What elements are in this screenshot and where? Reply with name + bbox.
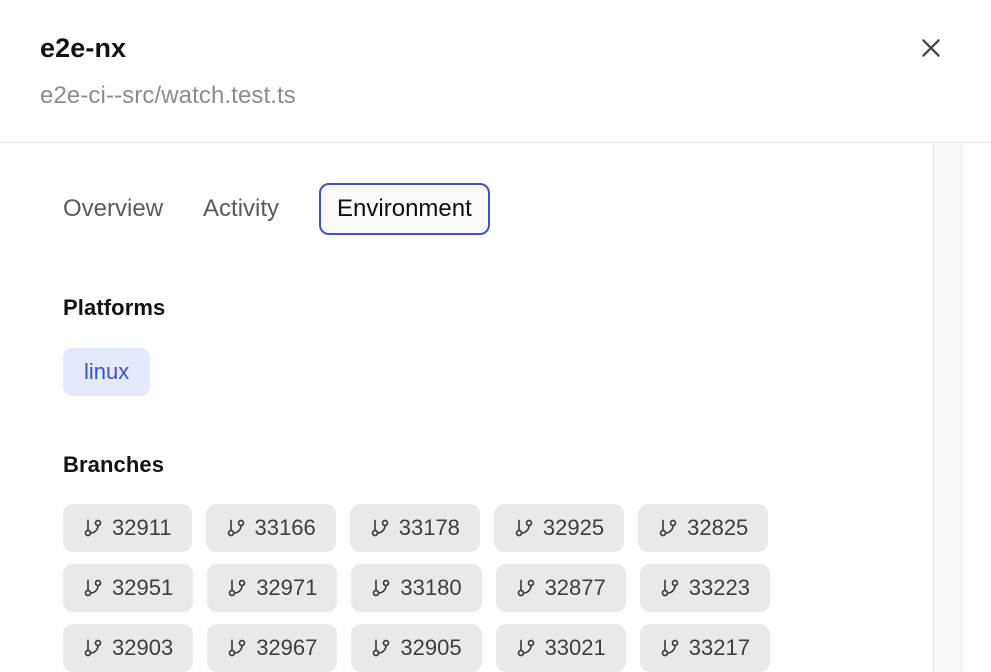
branch-chip: 32925 — [493, 504, 625, 552]
platforms-heading: Platforms — [63, 295, 166, 320]
git-branch-icon — [227, 638, 247, 658]
branch-number: 32971 — [256, 575, 318, 600]
branch-chip: 33178 — [349, 504, 480, 552]
git-branch-icon — [516, 578, 536, 598]
branches-heading: Branches — [63, 452, 165, 477]
branch-number: 32967 — [256, 635, 318, 660]
git-branch-icon — [83, 638, 103, 658]
branch-number: 32951 — [112, 575, 174, 600]
branch-number: 33217 — [688, 635, 750, 660]
branch-chip: 32967 — [207, 624, 338, 672]
branch-number: 33178 — [398, 515, 460, 540]
branch-number: 32903 — [112, 635, 174, 660]
branch-number: 33223 — [688, 575, 750, 600]
platforms-list: linux — [63, 348, 991, 396]
branch-chip: 32951 — [63, 564, 194, 612]
branch-chip: 32825 — [638, 504, 769, 552]
git-branch-icon — [371, 638, 391, 658]
git-branch-icon — [516, 638, 536, 658]
drawer-header: e2e-nx e2e-ci--src/watch.test.ts — [0, 0, 991, 143]
branch-chip: 33217 — [639, 624, 770, 672]
branch-number: 33021 — [544, 635, 606, 660]
page-title: e2e-nx — [40, 33, 127, 63]
git-branch-icon — [83, 578, 103, 598]
git-branch-icon — [514, 518, 534, 538]
branch-number: 33180 — [400, 575, 462, 600]
file-path-subtitle: e2e-ci--src/watch.test.ts — [40, 82, 296, 110]
branch-chip: 33180 — [351, 564, 482, 612]
git-branch-icon — [371, 578, 391, 598]
platform-chip-linux: linux — [63, 348, 151, 396]
git-branch-icon — [370, 518, 390, 538]
branch-chip: 33223 — [639, 564, 770, 612]
branch-chip: 32877 — [495, 564, 626, 612]
branch-chip: 32903 — [63, 624, 194, 672]
tab-environment[interactable]: Environment — [319, 182, 490, 235]
git-branch-icon — [660, 638, 680, 658]
drawer-content: Overview Activity Environment Platforms … — [0, 143, 991, 672]
tab-bar: Overview Activity Environment — [63, 182, 991, 235]
tab-activity[interactable]: Activity — [203, 194, 280, 222]
branches-list: 32911 33166 33178 32925 32825 32951 3297… — [63, 504, 808, 672]
branch-chip: 33166 — [205, 504, 336, 552]
git-branch-icon — [227, 578, 247, 598]
branch-number: 32877 — [544, 575, 606, 600]
branch-number: 33166 — [254, 515, 316, 540]
branch-number: 32911 — [112, 515, 172, 540]
scrollbar-track[interactable] — [933, 144, 962, 672]
git-branch-icon — [660, 578, 680, 598]
close-button[interactable] — [917, 34, 945, 62]
branch-number: 32825 — [687, 515, 749, 540]
branch-chip: 32905 — [351, 624, 482, 672]
git-branch-icon — [658, 518, 678, 538]
tab-overview[interactable]: Overview — [63, 194, 164, 222]
branch-number: 32905 — [400, 635, 462, 660]
branch-chip: 32911 — [63, 504, 192, 552]
branch-chip: 32971 — [207, 564, 338, 612]
git-branch-icon — [83, 518, 103, 538]
branch-number: 32925 — [542, 515, 605, 540]
branch-chip: 33021 — [495, 624, 626, 672]
close-icon — [922, 39, 940, 57]
git-branch-icon — [226, 518, 246, 538]
